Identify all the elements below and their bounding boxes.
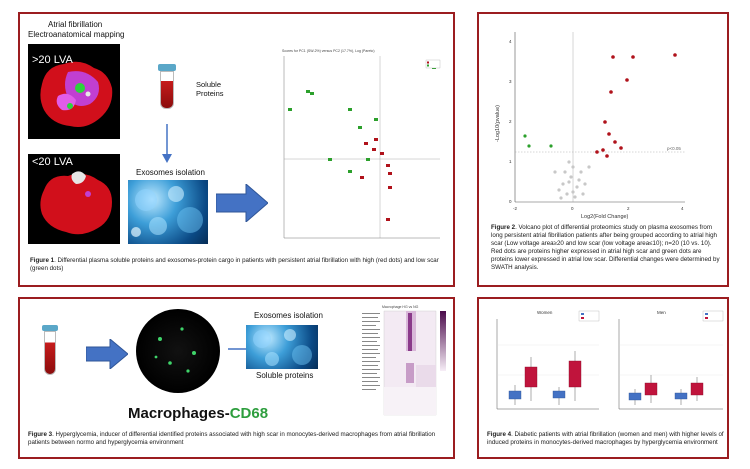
down-arrow-icon [162, 124, 172, 163]
right-arrow-icon-2 [86, 339, 128, 369]
volcano-y-tick-3: 3 [509, 79, 512, 84]
figure3-label: Figure 3 [28, 431, 53, 438]
boxplot-women-title: Women [537, 310, 553, 315]
figure3-caption: Figure 3. Hyperglycemia, inducer of diff… [28, 431, 448, 447]
volcano-green-points [523, 134, 553, 148]
volcano-x-tick-4: 4 [681, 206, 684, 211]
boxplot-women-boxes [508, 351, 582, 405]
soluble-label-line1: Soluble [196, 80, 222, 89]
volcano-threshold-label: p<0.05 [667, 146, 681, 151]
heart-map-high-lva-graphic [40, 61, 113, 127]
exosomes-bubbles-2 [253, 329, 312, 366]
figure1-caption-text: . Differential plasma soluble proteins a… [30, 257, 439, 272]
heatmap: Macrophage HG vs NG [362, 305, 446, 416]
af-heading-line2: Electroanatomical mapping [28, 30, 125, 39]
right-arrow-icon [216, 184, 268, 222]
svg-text:Macrophage HG vs NG: Macrophage HG vs NG [382, 305, 419, 309]
figure2-caption: Figure 2. Volcano plot of differential p… [491, 224, 723, 272]
volcano-plot: -Log10(pvalue) p<0.05 0 1 2 3 4 -2 0 2 4… [495, 32, 685, 220]
macrophages-title: Macrophages-CD68 [128, 405, 268, 422]
boxplot-women: Women [496, 310, 600, 410]
volcano-x-axis-label: Log2(Fold Change) [581, 214, 629, 220]
heart-map-low-lva-graphic [40, 171, 112, 235]
exosomes-isolation-label-2: Exosomes isolation [254, 311, 323, 320]
exosomes-image [128, 180, 208, 244]
af-heading-line1: Atrial fibrillation [48, 20, 103, 29]
exosomes-bubbles [131, 186, 203, 237]
blood-tube [160, 71, 174, 109]
volcano-y-axis-label: -Log10(pvalue) [495, 105, 501, 142]
figure4-panel: Women Men [477, 297, 729, 459]
figure1-caption: Figure 1. Differential plasma soluble pr… [30, 257, 450, 273]
volcano-y-tick-0: 0 [509, 199, 512, 204]
boxplot-men: Men [618, 310, 724, 410]
blood-tube-cap [158, 64, 176, 71]
figure4-label: Figure 4 [487, 431, 512, 438]
volcano-grey-points [553, 160, 591, 200]
pca-green-points [288, 66, 436, 173]
pca-scatter-plot: Scores for PC1 (SW-2%) versus PC2 (17.7%… [282, 49, 441, 239]
lva-high-label: >20 LVA [32, 54, 73, 66]
volcano-y-tick-2: 2 [509, 119, 512, 124]
volcano-x-tick-neg2: -2 [513, 206, 517, 211]
figure3-caption-text: . Hyperglycemia, inducer of differential… [28, 431, 436, 446]
figure2-caption-text: . Volcano plot of differential proteomic… [491, 224, 720, 271]
volcano-y-tick-4: 4 [509, 39, 512, 44]
soluble-proteins-label: Soluble proteins [256, 371, 314, 380]
volcano-x-tick-0: 0 [571, 206, 574, 211]
boxplot-men-title: Men [657, 310, 666, 315]
lva-low-label: <20 LVA [32, 156, 73, 168]
volcano-x-tick-2: 2 [627, 206, 630, 211]
macrophages-prefix: Macrophages- [128, 405, 230, 422]
heatmap-row-labels [362, 313, 380, 390]
exosomes-isolation-label: Exosomes isolation [136, 168, 205, 177]
volcano-y-tick-1: 1 [509, 159, 512, 164]
boxplot-men-boxes [628, 375, 704, 405]
figure4-caption-text: . Diabetic patients with atrial fibrilla… [487, 431, 724, 446]
heart-map-low-lva [28, 154, 120, 244]
pca-red-points [360, 138, 392, 221]
macrophages-cells [154, 327, 196, 373]
figure4-caption: Figure 4. Diabetic patients with atrial … [487, 431, 725, 447]
macrophages-image [136, 309, 220, 393]
soluble-label-line2: Proteins [196, 89, 224, 98]
figure3-panel: Exosomes isolation Soluble proteins Macr… [18, 297, 455, 459]
figure2-label: Figure 2 [491, 224, 516, 231]
blood-tube-cap-2 [42, 325, 58, 331]
figure1-label: Figure 1 [30, 257, 55, 264]
blood-tube-2 [44, 331, 56, 375]
svg-text:Scores for PC1 (SW-2%) versus: Scores for PC1 (SW-2%) versus PC2 (17.7%… [282, 49, 375, 53]
heart-map-high-lva [28, 44, 120, 139]
figure2-panel: -Log10(pvalue) p<0.05 0 1 2 3 4 -2 0 2 4… [477, 12, 729, 287]
exosomes-image-2 [246, 325, 318, 369]
volcano-red-points [595, 53, 677, 158]
macrophages-marker: CD68 [229, 405, 269, 422]
figure1-panel: Atrial fibrillation Electroanatomical ma… [18, 12, 455, 287]
